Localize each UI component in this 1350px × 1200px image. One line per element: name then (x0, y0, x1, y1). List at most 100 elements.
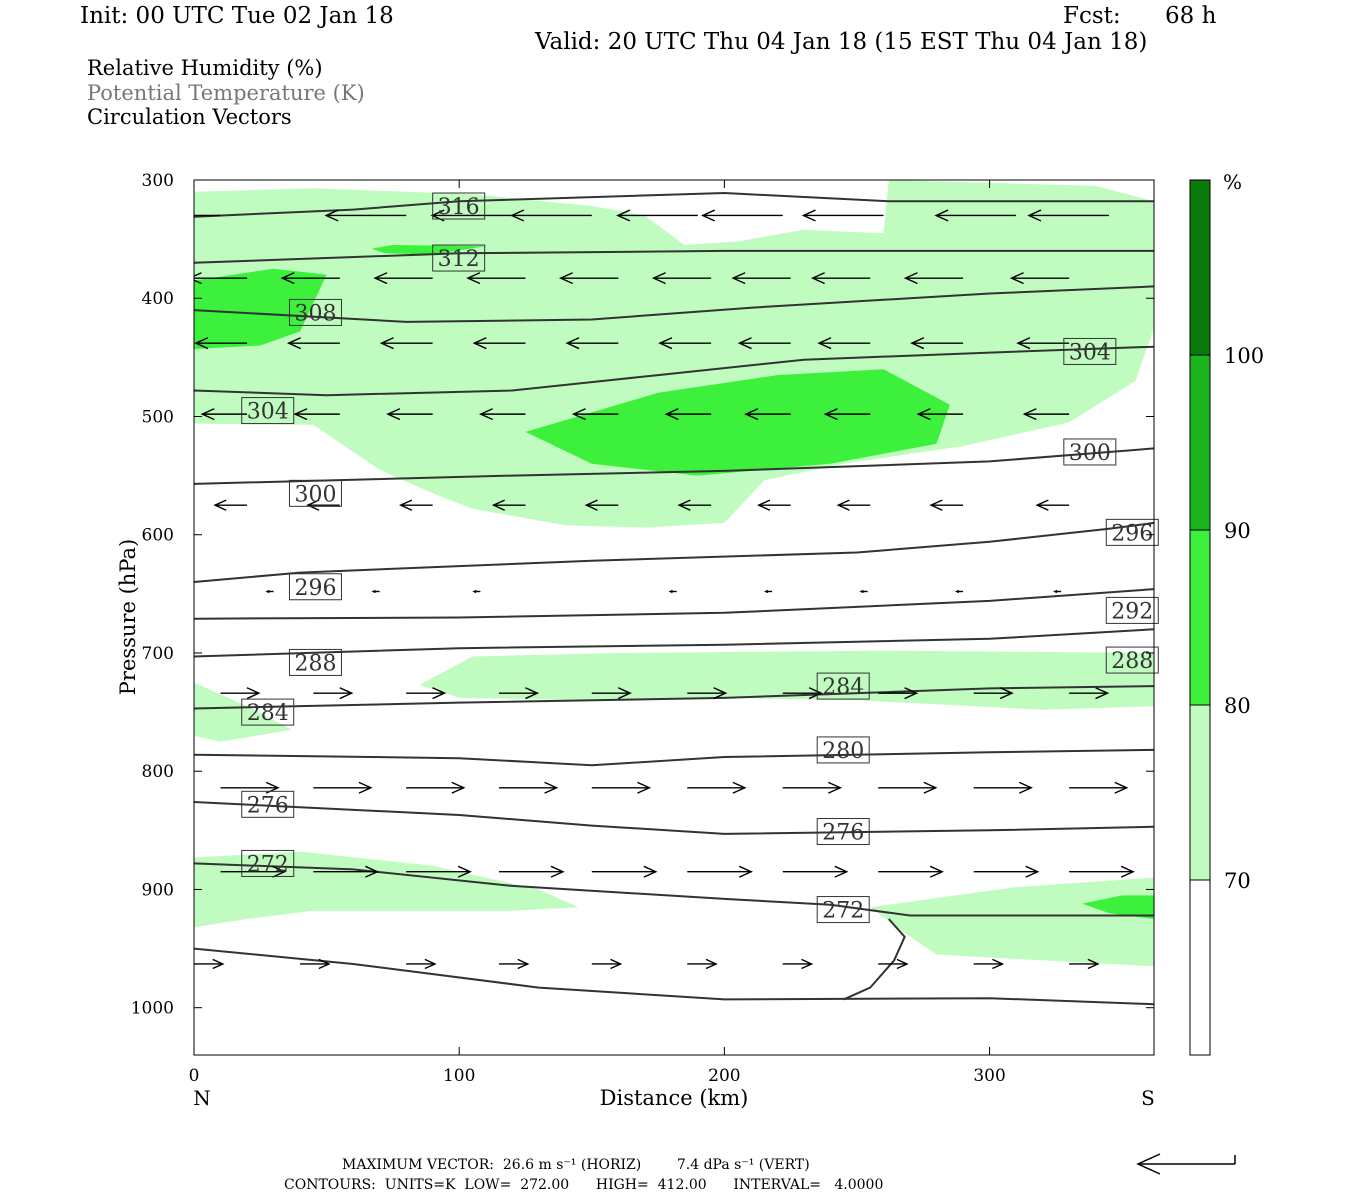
forecast-label: Fcst: (1063, 3, 1121, 29)
rh-70-region (419, 650, 1154, 710)
contour-label: 300 (1063, 438, 1117, 466)
circulation-vector (1009, 272, 1070, 285)
circulation-vector (313, 687, 354, 700)
rh-80-region (371, 245, 486, 255)
contour-info-note: CONTOURS: UNITS=K LOW= 272.00 HIGH= 412.… (284, 1177, 884, 1193)
y-tick-label: 400 (142, 289, 174, 309)
circulation-vector (677, 499, 712, 511)
circulation-vector (571, 408, 619, 421)
theta-contour-300 (194, 447, 1154, 485)
circulation-vector (293, 408, 340, 421)
circulation-vector (687, 687, 728, 700)
circulation-vector (406, 781, 466, 794)
y-tick-label: 800 (142, 762, 174, 782)
circulation-vector (651, 272, 712, 285)
circulation-vector (194, 958, 225, 970)
circulation-vector (1027, 209, 1109, 222)
theta-contour-276 (194, 801, 1154, 835)
svg-text:272: 272 (822, 899, 864, 924)
rh-70-region (870, 877, 1154, 967)
y-tick-label: 700 (142, 644, 174, 664)
theta-contour-308 (194, 285, 1154, 323)
circulation-vector (973, 687, 1014, 700)
circulation-vector (1016, 337, 1070, 350)
rh-80-region (194, 268, 327, 350)
colorbar: 70 80 90 100% (1189, 170, 1264, 1056)
circulation-vector (1069, 958, 1100, 970)
circulation-vector (664, 408, 712, 421)
circulation-vector (194, 214, 221, 217)
svg-text:280: 280 (822, 739, 864, 764)
theta-contour-272 (194, 862, 1154, 917)
svg-text:312: 312 (438, 247, 480, 272)
circulation-vector (878, 687, 919, 700)
circulation-vector (220, 865, 287, 878)
circulation-vector (934, 209, 1017, 222)
svg-text:308: 308 (294, 301, 336, 326)
svg-text:284: 284 (247, 701, 289, 726)
circulation-vector (478, 408, 526, 421)
circulation-vector (801, 209, 884, 222)
theta-contour-312 (194, 249, 1154, 264)
init-time: Init: 00 UTC Tue 02 Jan 18 (80, 3, 394, 29)
x-axis-title: Distance (km) (600, 1086, 749, 1110)
contour-label: 296 (288, 573, 342, 601)
theta-contour-304 (194, 345, 1154, 397)
contour-label: 308 (288, 298, 342, 326)
svg-text:296: 296 (294, 576, 336, 601)
x-tick-label: 300 (973, 1066, 1005, 1086)
circulation-vector (406, 958, 437, 970)
circulation-vector (973, 958, 1005, 970)
circulation-vector (591, 687, 632, 700)
circulation-vector (584, 499, 619, 511)
svg-text:316: 316 (438, 195, 480, 220)
circulation-vector (1022, 408, 1070, 421)
valid-time: Valid: 20 UTC Thu 04 Jan 18 (15 EST Thu … (535, 29, 1148, 55)
circulation-vector (756, 499, 791, 511)
circulation-vector (194, 337, 248, 350)
circulation-vector (878, 958, 909, 970)
circulation-vector (782, 687, 823, 700)
rh-80-region (1082, 895, 1154, 919)
reference-vector-icon (1136, 1153, 1236, 1175)
circulation-vector (973, 781, 1033, 794)
theta-contour-bend (843, 918, 906, 1001)
humidity-fill-layer (194, 180, 1154, 967)
contour-label: 300 (288, 479, 342, 507)
circulation-vector (1053, 589, 1062, 594)
plot-frame (193, 179, 1155, 1056)
circulation-vector (764, 589, 773, 594)
circulation-vector (313, 865, 380, 878)
circulation-vector (466, 272, 526, 285)
circulation-vector (878, 865, 944, 878)
circulation-vector (472, 337, 526, 350)
colorbar-swatch (1190, 705, 1210, 880)
colorbar-swatch (1190, 530, 1210, 705)
circulation-vector (498, 865, 565, 878)
y-tick-label: 500 (142, 407, 174, 427)
vector-layer (194, 209, 1135, 970)
colorbar-label: 100 (1224, 344, 1264, 368)
forecast-hour: 68 h (1165, 3, 1217, 29)
x-tick-label: 0 (189, 1066, 200, 1086)
circulation-vector (916, 408, 964, 421)
svg-text:276: 276 (822, 821, 864, 846)
contour-label: 284 (241, 698, 295, 726)
theta-contour-layer (194, 191, 1154, 1006)
circulation-vector (559, 272, 619, 285)
circulation-vector (386, 408, 433, 421)
y-axis-title: Pressure (hPa) (116, 539, 140, 695)
svg-text:284: 284 (822, 675, 864, 700)
svg-text:292: 292 (1111, 599, 1153, 624)
circulation-vector (220, 687, 261, 700)
contour-label: 316 (432, 192, 486, 220)
max-vector-note: MAXIMUM VECTOR: 26.6 m s⁻¹ (HORIZ) 7.4 d… (342, 1157, 810, 1173)
rh-80-region (525, 369, 950, 476)
circulation-vector (491, 499, 526, 511)
contour-label: 292 (1105, 596, 1159, 624)
circulation-vector (782, 865, 849, 878)
circulation-vector (810, 272, 871, 285)
svg-text:304: 304 (1069, 340, 1111, 365)
contour-label: 304 (1063, 337, 1117, 365)
